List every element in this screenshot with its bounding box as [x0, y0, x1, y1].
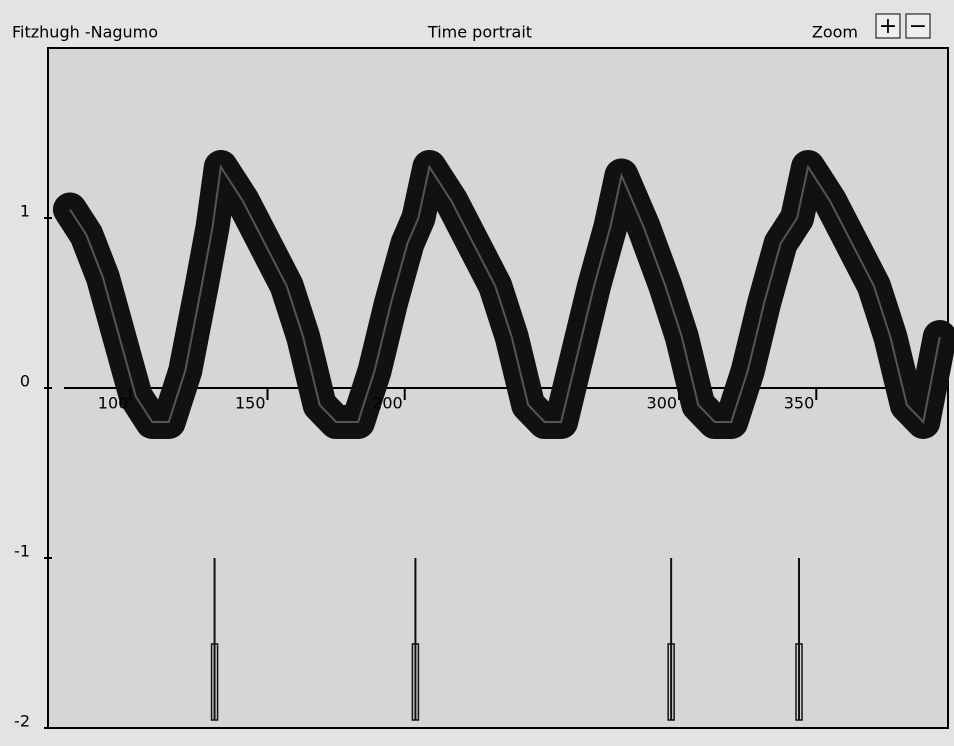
stimulus-pulse-body: [667, 643, 675, 721]
x-tick-label: 200: [372, 394, 403, 413]
zoom-label: Zoom: [812, 23, 858, 42]
plot: 1 0 -1 -2 100 150 200 300 350: [14, 150, 954, 731]
model-title: Fitzhugh -Nagumo: [12, 23, 158, 42]
view-title: Time portrait: [427, 23, 532, 42]
zoom-in-text[interactable]: +: [879, 14, 897, 39]
trajectory: [69, 164, 941, 425]
stimulus-pulse-body: [210, 643, 219, 721]
x-tick-label: 300: [647, 394, 678, 413]
x-tick-label: 150: [235, 394, 266, 413]
y-tick-label: 1: [20, 202, 30, 221]
stimulus-pulse-body: [411, 643, 420, 721]
zoom-out-button[interactable]: −: [905, 13, 931, 39]
zoom-in-button[interactable]: +: [875, 13, 901, 39]
zoom-out-box[interactable]: [905, 13, 931, 39]
stimulus-pulse-body: [795, 643, 803, 721]
x-tick-label: 100: [98, 394, 129, 413]
y-tick-label: 0: [20, 372, 30, 391]
y-tick-label: -2: [14, 712, 30, 731]
zoom-in-box[interactable]: [875, 13, 901, 39]
y-tick-label: -1: [14, 542, 30, 561]
zoom-out-text[interactable]: −: [909, 14, 927, 39]
x-tick-label: 350: [784, 394, 815, 413]
